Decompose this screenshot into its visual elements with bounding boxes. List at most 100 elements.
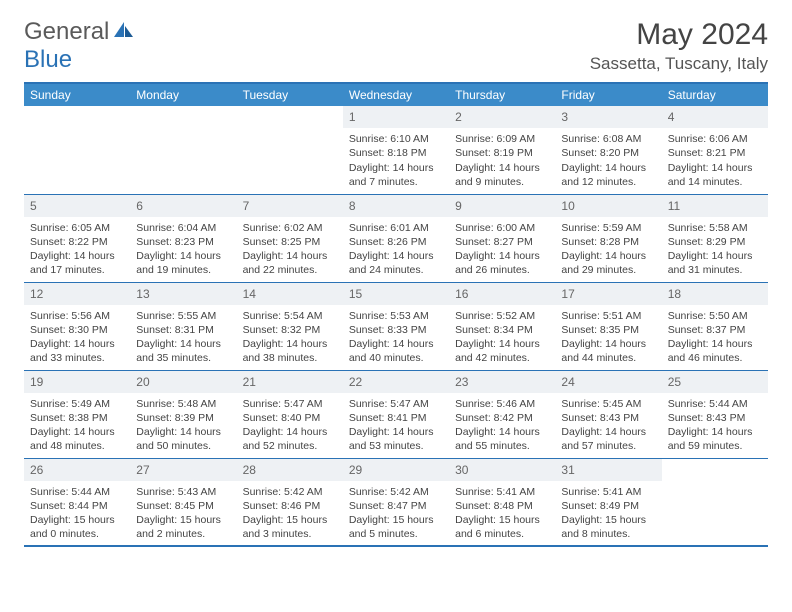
daylight-text: Daylight: 15 hours and 6 minutes. (455, 513, 549, 541)
daylight-text: Daylight: 15 hours and 2 minutes. (136, 513, 230, 541)
daylight-text: Daylight: 15 hours and 5 minutes. (349, 513, 443, 541)
day-body: Sunrise: 6:05 AMSunset: 8:22 PMDaylight:… (24, 217, 130, 282)
day-number: 8 (343, 195, 449, 217)
day-cell: 21Sunrise: 5:47 AMSunset: 8:40 PMDayligh… (237, 370, 343, 458)
sunset-text: Sunset: 8:30 PM (30, 323, 124, 337)
day-number: 4 (662, 106, 768, 128)
sunset-text: Sunset: 8:41 PM (349, 411, 443, 425)
sunrise-text: Sunrise: 6:01 AM (349, 221, 443, 235)
sunrise-text: Sunrise: 5:52 AM (455, 309, 549, 323)
day-number: 2 (449, 106, 555, 128)
day-body: Sunrise: 6:08 AMSunset: 8:20 PMDaylight:… (555, 128, 661, 193)
day-number: 24 (555, 371, 661, 393)
sunset-text: Sunset: 8:27 PM (455, 235, 549, 249)
day-cell: 18Sunrise: 5:50 AMSunset: 8:37 PMDayligh… (662, 282, 768, 370)
day-body: Sunrise: 5:43 AMSunset: 8:45 PMDaylight:… (130, 481, 236, 546)
day-header: Friday (555, 83, 661, 106)
sunset-text: Sunset: 8:38 PM (30, 411, 124, 425)
day-number: 5 (24, 195, 130, 217)
sunrise-text: Sunrise: 5:58 AM (668, 221, 762, 235)
day-number: 9 (449, 195, 555, 217)
daylight-text: Daylight: 14 hours and 44 minutes. (561, 337, 655, 365)
sunrise-text: Sunrise: 5:44 AM (668, 397, 762, 411)
day-number: 17 (555, 283, 661, 305)
day-number: 3 (555, 106, 661, 128)
sunrise-text: Sunrise: 5:47 AM (349, 397, 443, 411)
day-cell: 27Sunrise: 5:43 AMSunset: 8:45 PMDayligh… (130, 458, 236, 546)
daylight-text: Daylight: 14 hours and 9 minutes. (455, 161, 549, 189)
sunrise-text: Sunrise: 5:50 AM (668, 309, 762, 323)
day-cell: 24Sunrise: 5:45 AMSunset: 8:43 PMDayligh… (555, 370, 661, 458)
sunset-text: Sunset: 8:47 PM (349, 499, 443, 513)
day-body: Sunrise: 5:56 AMSunset: 8:30 PMDaylight:… (24, 305, 130, 370)
day-cell: 14Sunrise: 5:54 AMSunset: 8:32 PMDayligh… (237, 282, 343, 370)
day-number: 28 (237, 459, 343, 481)
day-number: 31 (555, 459, 661, 481)
sunrise-text: Sunrise: 6:10 AM (349, 132, 443, 146)
sunset-text: Sunset: 8:44 PM (30, 499, 124, 513)
sunset-text: Sunset: 8:23 PM (136, 235, 230, 249)
sunrise-text: Sunrise: 5:41 AM (455, 485, 549, 499)
day-header: Wednesday (343, 83, 449, 106)
day-number: 15 (343, 283, 449, 305)
day-number: 30 (449, 459, 555, 481)
day-cell (237, 106, 343, 194)
day-body: Sunrise: 5:53 AMSunset: 8:33 PMDaylight:… (343, 305, 449, 370)
day-cell: 7Sunrise: 6:02 AMSunset: 8:25 PMDaylight… (237, 194, 343, 282)
day-cell (130, 106, 236, 194)
day-cell: 1Sunrise: 6:10 AMSunset: 8:18 PMDaylight… (343, 106, 449, 194)
day-cell: 28Sunrise: 5:42 AMSunset: 8:46 PMDayligh… (237, 458, 343, 546)
week-row: 1Sunrise: 6:10 AMSunset: 8:18 PMDaylight… (24, 106, 768, 194)
day-number: 20 (130, 371, 236, 393)
sunrise-text: Sunrise: 5:51 AM (561, 309, 655, 323)
sunset-text: Sunset: 8:31 PM (136, 323, 230, 337)
sunset-text: Sunset: 8:43 PM (668, 411, 762, 425)
day-cell: 12Sunrise: 5:56 AMSunset: 8:30 PMDayligh… (24, 282, 130, 370)
calendar-body: 1Sunrise: 6:10 AMSunset: 8:18 PMDaylight… (24, 106, 768, 546)
day-header: Saturday (662, 83, 768, 106)
daylight-text: Daylight: 14 hours and 26 minutes. (455, 249, 549, 277)
day-body: Sunrise: 5:41 AMSunset: 8:48 PMDaylight:… (449, 481, 555, 546)
daylight-text: Daylight: 14 hours and 31 minutes. (668, 249, 762, 277)
day-cell: 19Sunrise: 5:49 AMSunset: 8:38 PMDayligh… (24, 370, 130, 458)
day-body: Sunrise: 5:58 AMSunset: 8:29 PMDaylight:… (662, 217, 768, 282)
location: Sassetta, Tuscany, Italy (590, 54, 768, 74)
day-number: 11 (662, 195, 768, 217)
sunset-text: Sunset: 8:39 PM (136, 411, 230, 425)
sunrise-text: Sunrise: 6:09 AM (455, 132, 549, 146)
day-number: 12 (24, 283, 130, 305)
day-header: Sunday (24, 83, 130, 106)
sunrise-text: Sunrise: 5:49 AM (30, 397, 124, 411)
day-number: 27 (130, 459, 236, 481)
sunrise-text: Sunrise: 5:59 AM (561, 221, 655, 235)
sunset-text: Sunset: 8:22 PM (30, 235, 124, 249)
sunset-text: Sunset: 8:25 PM (243, 235, 337, 249)
sunrise-text: Sunrise: 6:06 AM (668, 132, 762, 146)
day-body: Sunrise: 5:47 AMSunset: 8:41 PMDaylight:… (343, 393, 449, 458)
sunset-text: Sunset: 8:48 PM (455, 499, 549, 513)
daylight-text: Daylight: 14 hours and 42 minutes. (455, 337, 549, 365)
daylight-text: Daylight: 14 hours and 7 minutes. (349, 161, 443, 189)
day-body: Sunrise: 5:42 AMSunset: 8:47 PMDaylight:… (343, 481, 449, 546)
sunset-text: Sunset: 8:42 PM (455, 411, 549, 425)
sunset-text: Sunset: 8:46 PM (243, 499, 337, 513)
daylight-text: Daylight: 14 hours and 12 minutes. (561, 161, 655, 189)
sunrise-text: Sunrise: 5:43 AM (136, 485, 230, 499)
day-number: 6 (130, 195, 236, 217)
sunrise-text: Sunrise: 5:55 AM (136, 309, 230, 323)
daylight-text: Daylight: 15 hours and 3 minutes. (243, 513, 337, 541)
title-block: May 2024 Sassetta, Tuscany, Italy (590, 18, 768, 74)
daylight-text: Daylight: 14 hours and 53 minutes. (349, 425, 443, 453)
day-cell: 6Sunrise: 6:04 AMSunset: 8:23 PMDaylight… (130, 194, 236, 282)
day-body: Sunrise: 5:52 AMSunset: 8:34 PMDaylight:… (449, 305, 555, 370)
sunset-text: Sunset: 8:21 PM (668, 146, 762, 160)
sunset-text: Sunset: 8:26 PM (349, 235, 443, 249)
day-body: Sunrise: 6:06 AMSunset: 8:21 PMDaylight:… (662, 128, 768, 193)
day-number: 23 (449, 371, 555, 393)
daylight-text: Daylight: 14 hours and 48 minutes. (30, 425, 124, 453)
sunrise-text: Sunrise: 5:46 AM (455, 397, 549, 411)
daylight-text: Daylight: 14 hours and 19 minutes. (136, 249, 230, 277)
day-number: 7 (237, 195, 343, 217)
daylight-text: Daylight: 14 hours and 17 minutes. (30, 249, 124, 277)
sunset-text: Sunset: 8:34 PM (455, 323, 549, 337)
